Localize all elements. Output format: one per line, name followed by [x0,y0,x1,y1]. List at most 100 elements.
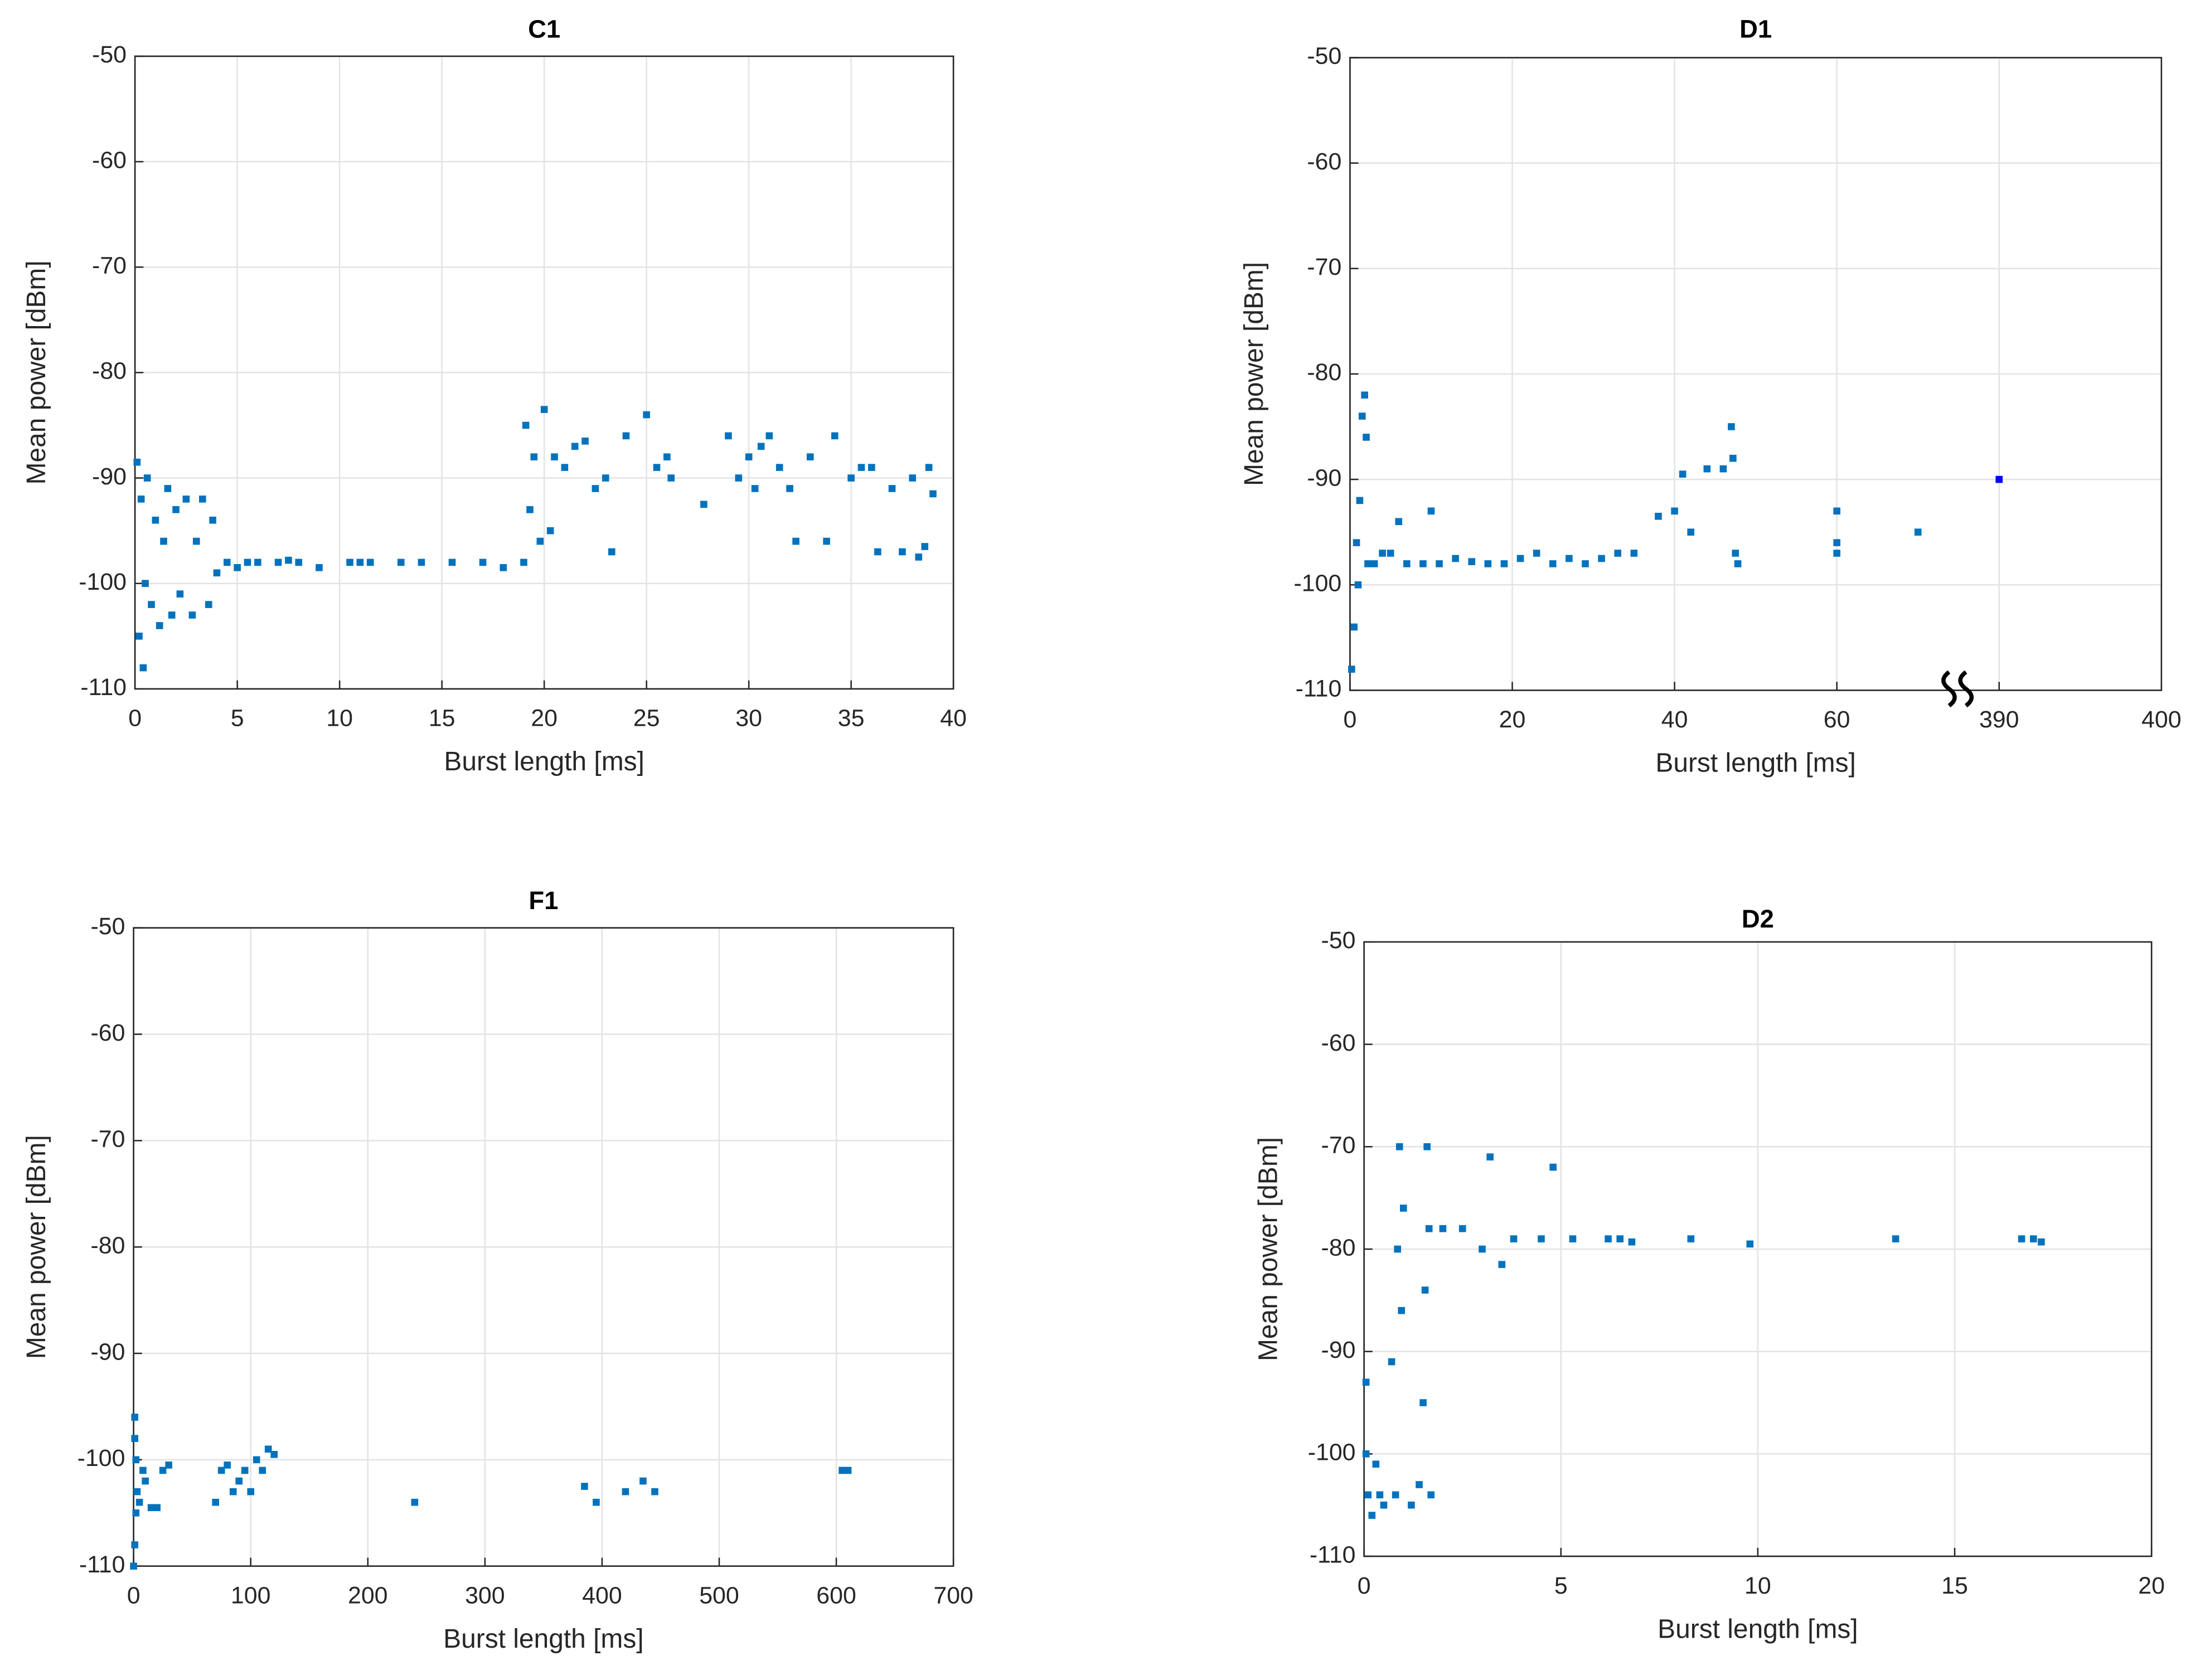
point [223,559,231,566]
point [137,496,145,503]
point [1362,1378,1370,1386]
point [700,501,707,508]
point [224,1461,231,1469]
y-tick-label: -70 [91,1126,125,1153]
x-axis-label: Burst length [ms] [1658,1614,1858,1644]
x-axis-label: Burst length [ms] [1655,749,1855,778]
point [751,485,759,492]
point [418,559,425,566]
point [131,1414,139,1421]
point [2029,1235,2037,1242]
y-tick-label: -80 [91,1232,125,1259]
point [259,1467,266,1474]
axis-break [1941,670,1974,708]
point [643,411,650,419]
y-tick-label: -50 [1307,43,1341,70]
point [1687,528,1694,536]
point [164,485,172,492]
point [925,464,933,471]
point [1598,555,1605,562]
y-tick-label: -110 [1310,1541,1356,1568]
point [500,564,507,571]
point [581,1483,588,1490]
x-tick-label: 600 [816,1582,856,1609]
x-axis-label: Burst length [ms] [443,1624,643,1654]
point [1484,560,1492,567]
point [1616,1235,1624,1242]
point [448,559,456,566]
point [602,474,609,482]
y-tick-label: -60 [92,147,127,173]
y-tick-label: -100 [77,1445,125,1472]
point [929,490,937,498]
point [1728,423,1735,430]
y-tick-label: -100 [1293,570,1341,597]
point [1614,550,1622,557]
point [356,559,364,566]
point [1566,555,1573,562]
x-tick-label: 390 [1979,706,2019,733]
y-tick-label: -50 [91,913,125,940]
point [1729,454,1737,462]
point [1582,560,1589,567]
x-tick-label: 15 [429,705,455,732]
point [188,611,196,619]
point [667,474,675,482]
point [921,543,929,550]
point [143,474,151,482]
point [1416,1481,1423,1488]
point [253,1456,260,1464]
point [160,537,167,545]
point [165,1461,172,1469]
point [1538,1235,1545,1242]
x-tick-label: 20 [1499,706,1526,733]
point [1479,1245,1486,1253]
x-tick-label: 0 [1358,1572,1371,1599]
point [209,516,216,524]
point [1380,1501,1388,1509]
point [1516,555,1524,562]
point [1398,1307,1406,1314]
point [1419,560,1427,567]
point [176,590,184,598]
point [592,485,599,492]
x-tick-label: 10 [1744,1572,1771,1599]
point [147,1504,155,1512]
point [132,1509,140,1517]
point [153,1504,161,1512]
point [915,553,923,561]
point [1403,560,1411,567]
point [1498,1261,1506,1268]
y-tick-label: -100 [79,569,127,595]
point [725,432,732,440]
point [745,453,753,461]
point [135,632,143,640]
x-tick-label: 5 [1554,1572,1568,1599]
point [806,453,814,461]
point [1425,1225,1433,1232]
point [1995,475,2003,483]
point [1687,1235,1695,1242]
plot-frame [134,55,954,690]
point [909,474,917,482]
point [1361,391,1368,399]
plot-frame [133,927,954,1567]
point [1358,412,1366,420]
point [1892,1235,1899,1242]
point [1719,465,1727,473]
y-axis-label: Mean power [dBm] [22,1135,51,1359]
x-tick-label: 20 [531,705,558,732]
point [1439,1225,1447,1232]
point [735,474,743,482]
y-tick-label: -80 [1307,359,1341,386]
point [651,1488,658,1496]
point [520,559,527,566]
point [844,1467,852,1474]
point [135,1498,143,1506]
x-tick-label: 30 [735,705,762,732]
point [1387,550,1394,557]
point [1833,507,1840,515]
point [254,559,261,566]
point [213,569,221,577]
point [133,458,141,466]
